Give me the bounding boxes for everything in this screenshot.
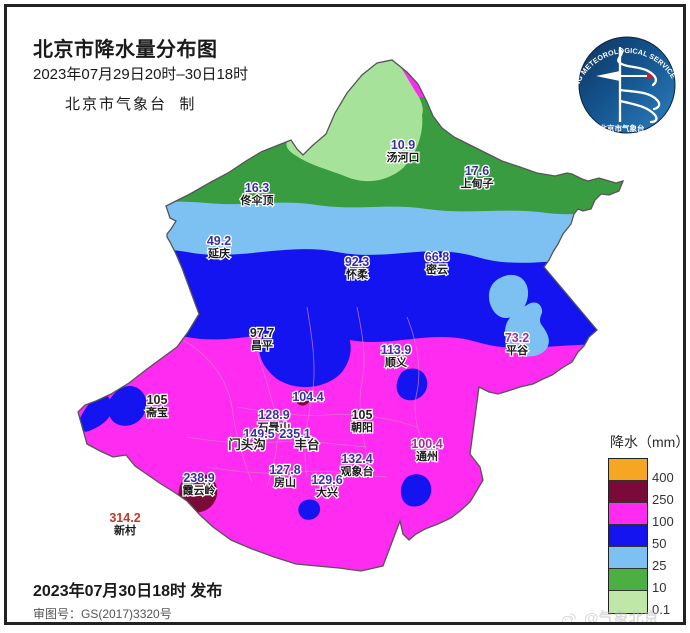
svg-text:73.2: 73.2: [505, 331, 529, 345]
svg-text:49.2: 49.2: [207, 234, 231, 248]
svg-text:新村: 新村: [114, 523, 136, 537]
svg-text:129.6: 129.6: [311, 473, 342, 487]
svg-text:顺义: 顺义: [385, 355, 408, 369]
svg-text:霞云岭: 霞云岭: [183, 483, 216, 497]
svg-text:观象台: 观象台: [341, 464, 374, 478]
svg-text:密云: 密云: [426, 262, 448, 276]
svg-text:斋宝: 斋宝: [145, 405, 168, 419]
svg-text:门头沟: 门头沟: [228, 437, 266, 452]
svg-text:17.6: 17.6: [465, 164, 489, 178]
svg-text:66.8: 66.8: [425, 250, 449, 264]
svg-text:113.9: 113.9: [381, 343, 412, 357]
svg-text:北京市气象台: 北京市气象台: [600, 123, 645, 133]
svg-text:平谷: 平谷: [506, 343, 529, 357]
svg-text:105: 105: [147, 393, 168, 407]
svg-text:丰台: 丰台: [294, 437, 319, 452]
svg-text:10.9: 10.9: [391, 138, 415, 152]
svg-text:上甸子: 上甸子: [461, 176, 494, 190]
svg-text:朝阳: 朝阳: [351, 420, 373, 434]
svg-text:延庆: 延庆: [207, 246, 230, 260]
svg-text:97.7: 97.7: [250, 326, 274, 340]
svg-text:238.9: 238.9: [183, 471, 214, 485]
svg-text:通州: 通州: [416, 450, 438, 463]
svg-text:怀柔: 怀柔: [346, 267, 369, 281]
svg-text:132.4: 132.4: [341, 452, 372, 466]
svg-text:105: 105: [352, 408, 373, 422]
svg-text:16.3: 16.3: [245, 181, 269, 195]
svg-text:128.9: 128.9: [258, 408, 289, 422]
svg-text:房山: 房山: [274, 475, 296, 489]
svg-text:大兴: 大兴: [316, 485, 338, 499]
svg-text:92.3: 92.3: [345, 255, 369, 269]
svg-text:314.2: 314.2: [109, 511, 140, 525]
svg-text:100.4: 100.4: [411, 437, 442, 451]
svg-text:汤河口: 汤河口: [387, 150, 420, 164]
svg-text:佟伞顶: 佟伞顶: [240, 193, 274, 207]
svg-text:昌平: 昌平: [251, 339, 273, 352]
svg-text:104.4: 104.4: [292, 390, 323, 404]
svg-text:127.8: 127.8: [269, 463, 300, 477]
